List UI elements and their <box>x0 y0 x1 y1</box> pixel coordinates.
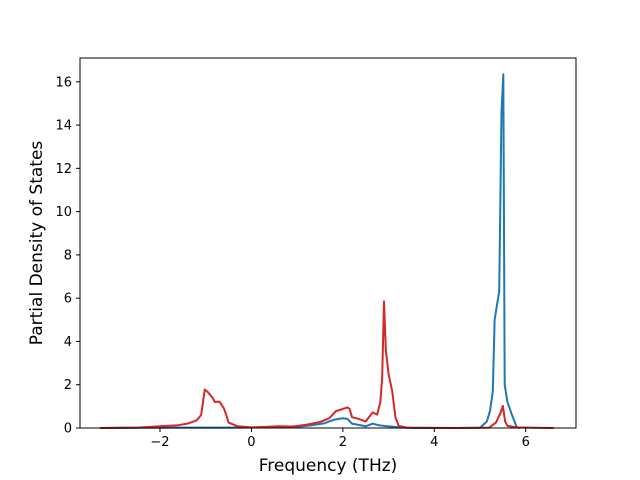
x-tick-label: 6 <box>522 435 530 450</box>
x-tick-label: −2 <box>150 435 169 450</box>
y-axis-title: Partial Density of States <box>27 141 47 346</box>
series-line-2 <box>99 300 555 429</box>
x-axis-title: Frequency (THz) <box>259 456 398 476</box>
x-tick-label: 2 <box>339 435 347 450</box>
y-tick-label: 6 <box>64 292 72 307</box>
y-tick-label: 2 <box>64 378 72 393</box>
x-tick-label: 0 <box>247 435 255 450</box>
y-tick-label: 4 <box>64 335 72 350</box>
series-line-1 <box>99 73 520 429</box>
y-tick-label: 14 <box>55 119 72 134</box>
y-tick-label: 10 <box>55 205 72 220</box>
y-tick-label: 8 <box>64 248 72 263</box>
x-axis-ticks: −2 0 2 4 6 <box>150 428 530 450</box>
series-lines <box>99 73 555 429</box>
x-tick-label: 4 <box>430 435 438 450</box>
y-axis-ticks: 0 2 4 6 8 10 12 14 16 <box>55 75 80 437</box>
y-tick-label: 16 <box>55 75 72 90</box>
y-tick-label: 0 <box>64 422 72 437</box>
y-tick-label: 12 <box>55 162 72 177</box>
axes-frame <box>79 57 577 429</box>
